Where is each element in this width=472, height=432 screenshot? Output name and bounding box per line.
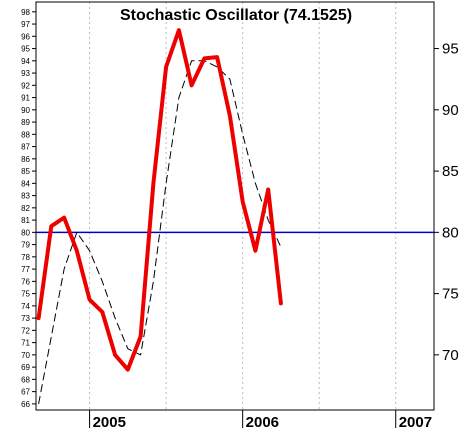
left-tick-label: 77: [21, 265, 30, 274]
right-tick-label: 70: [442, 347, 459, 364]
left-tick-label: 95: [21, 45, 30, 54]
left-tick-label: 81: [21, 216, 30, 225]
right-tick-label: 80: [442, 224, 459, 241]
left-tick-label: 73: [21, 314, 30, 323]
left-tick-label: 87: [21, 143, 30, 152]
grid-layer: [89, 2, 397, 410]
left-tick-label: 91: [21, 94, 30, 103]
left-tick-label: 94: [21, 57, 30, 66]
left-tick-label: 67: [21, 388, 30, 397]
right-axis-ticks: 70 75 80 85 90 95: [434, 41, 459, 364]
left-tick-label: 79: [21, 241, 30, 250]
left-tick-label: 82: [21, 204, 30, 213]
left-tick-label: 66: [21, 400, 30, 409]
left-axis-ticks: 66 67 68 69 70 71 72 73 74 75 76 77 78 79 80 81 82 83 84 85…: [21, 8, 36, 409]
left-tick-label: 71: [21, 339, 30, 348]
signal-line: [38, 60, 282, 404]
left-tick-label: 93: [21, 69, 30, 78]
right-tick-label: 85: [442, 163, 459, 180]
x-tick-label: 2007: [399, 414, 432, 431]
left-tick-label: 72: [21, 326, 30, 335]
left-tick-label: 90: [21, 106, 30, 115]
left-tick-label: 68: [21, 375, 30, 384]
left-tick-label: 78: [21, 253, 30, 262]
x-tick-label: 2005: [93, 414, 126, 431]
plot-frame: [35, 1, 435, 411]
left-tick-label: 96: [21, 32, 30, 41]
left-tick-label: 70: [21, 351, 30, 360]
right-tick-label: 75: [442, 286, 459, 303]
left-tick-label: 69: [21, 363, 30, 372]
chart-title: Stochastic Oscillator (74.1525): [120, 7, 352, 24]
right-tick-label: 90: [442, 102, 459, 119]
left-tick-label: 85: [21, 167, 30, 176]
left-tick-label: 74: [21, 302, 30, 311]
x-tick-label: 2006: [246, 414, 279, 431]
left-tick-label: 98: [21, 8, 30, 17]
left-tick-label: 76: [21, 277, 30, 286]
left-tick-label: 86: [21, 155, 30, 164]
left-tick-label: 75: [21, 290, 30, 299]
right-tick-label: 95: [442, 41, 459, 58]
left-tick-label: 88: [21, 130, 30, 139]
left-tick-label: 89: [21, 118, 30, 127]
left-tick-label: 83: [21, 192, 30, 201]
stochastic-line: [36, 28, 283, 372]
left-tick-label: 97: [21, 20, 30, 29]
x-axis-ticks: 2005 2006 2007: [89, 410, 432, 431]
left-tick-label: 80: [21, 228, 30, 237]
left-tick-label: 84: [21, 179, 30, 188]
left-tick-label: 92: [21, 81, 30, 90]
